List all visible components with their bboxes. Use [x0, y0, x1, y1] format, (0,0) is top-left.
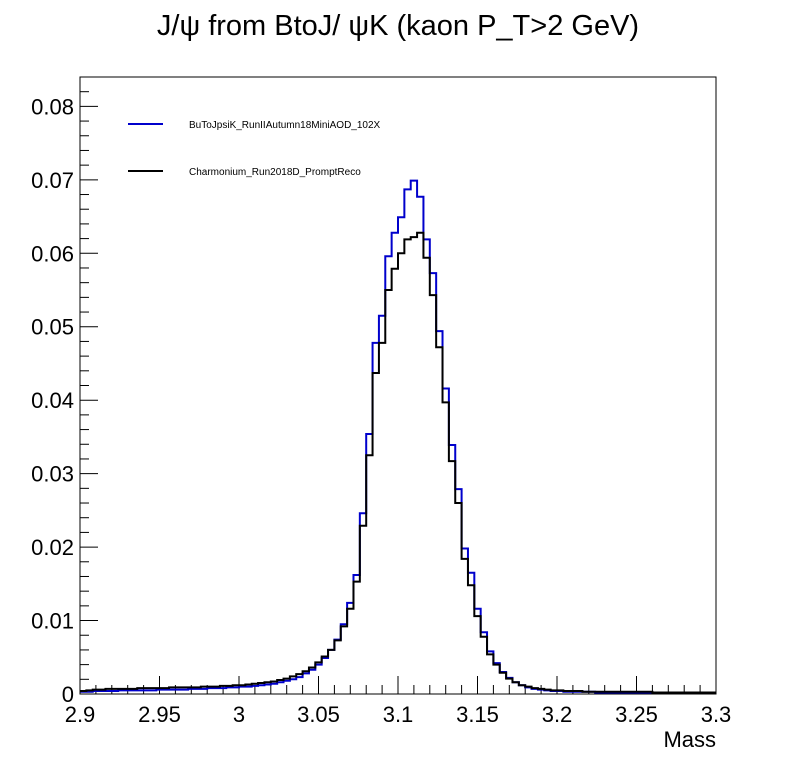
- y-tick-label: 0.03: [31, 462, 74, 487]
- y-tick-label: 0.06: [31, 241, 74, 266]
- y-tick-label: 0.05: [31, 315, 74, 340]
- x-tick-label: 2.9: [65, 702, 96, 727]
- x-tick-label: 3: [233, 702, 245, 727]
- x-tick-label: 3.25: [615, 702, 658, 727]
- y-tick-label: 0.02: [31, 535, 74, 560]
- x-tick-label: 3.3: [701, 702, 732, 727]
- x-tick-label: 3.05: [297, 702, 340, 727]
- x-tick-label: 3.2: [542, 702, 573, 727]
- plot-frame: [79, 76, 717, 695]
- x-axis-label: Mass: [663, 727, 716, 752]
- y-tick-label: 0.08: [31, 94, 74, 119]
- x-tick-label: 3.1: [383, 702, 414, 727]
- legend-label-1: BuToJpsiK_RunIIAutumn18MiniAOD_102X: [189, 120, 381, 131]
- y-tick-label: 0.07: [31, 168, 74, 193]
- axis-ticks: [79, 76, 717, 695]
- legend-label-2: Charmonium_Run2018D_PromptReco: [189, 167, 361, 178]
- y-tick-label: 0.04: [31, 388, 74, 413]
- chart-title: J/ψ from BtoJ/ ψK (kaon P_T>2 GeV): [156, 10, 640, 42]
- series-line-2: [80, 231, 716, 694]
- histogram-series: [80, 179, 716, 694]
- x-tick-label: 3.15: [456, 702, 499, 727]
- y-tick-label: 0.01: [31, 609, 74, 634]
- tick-labels: 2.9 2.95 3 3.05 3.1 3.15 3.2 3.25 3.3 0 0.01 0.02 0.…: [31, 94, 731, 727]
- x-tick-label: 2.95: [138, 702, 181, 727]
- legend: BuToJpsiK_RunIIAutumn18MiniAOD_102X Charm…: [128, 120, 381, 178]
- y-tick-label: 0: [62, 682, 74, 707]
